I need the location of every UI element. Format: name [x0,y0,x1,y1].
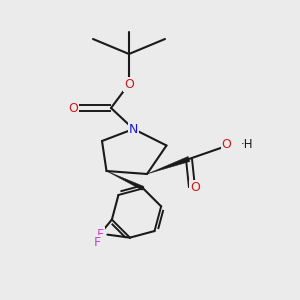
Text: O: O [124,77,134,91]
Polygon shape [106,171,144,190]
Text: ·H: ·H [241,138,253,151]
Text: O: O [222,138,231,151]
Text: O: O [190,181,200,194]
Text: N: N [129,122,138,136]
Text: O: O [69,101,78,115]
Polygon shape [147,157,190,174]
Text: F: F [93,236,100,249]
Text: F: F [97,228,104,241]
